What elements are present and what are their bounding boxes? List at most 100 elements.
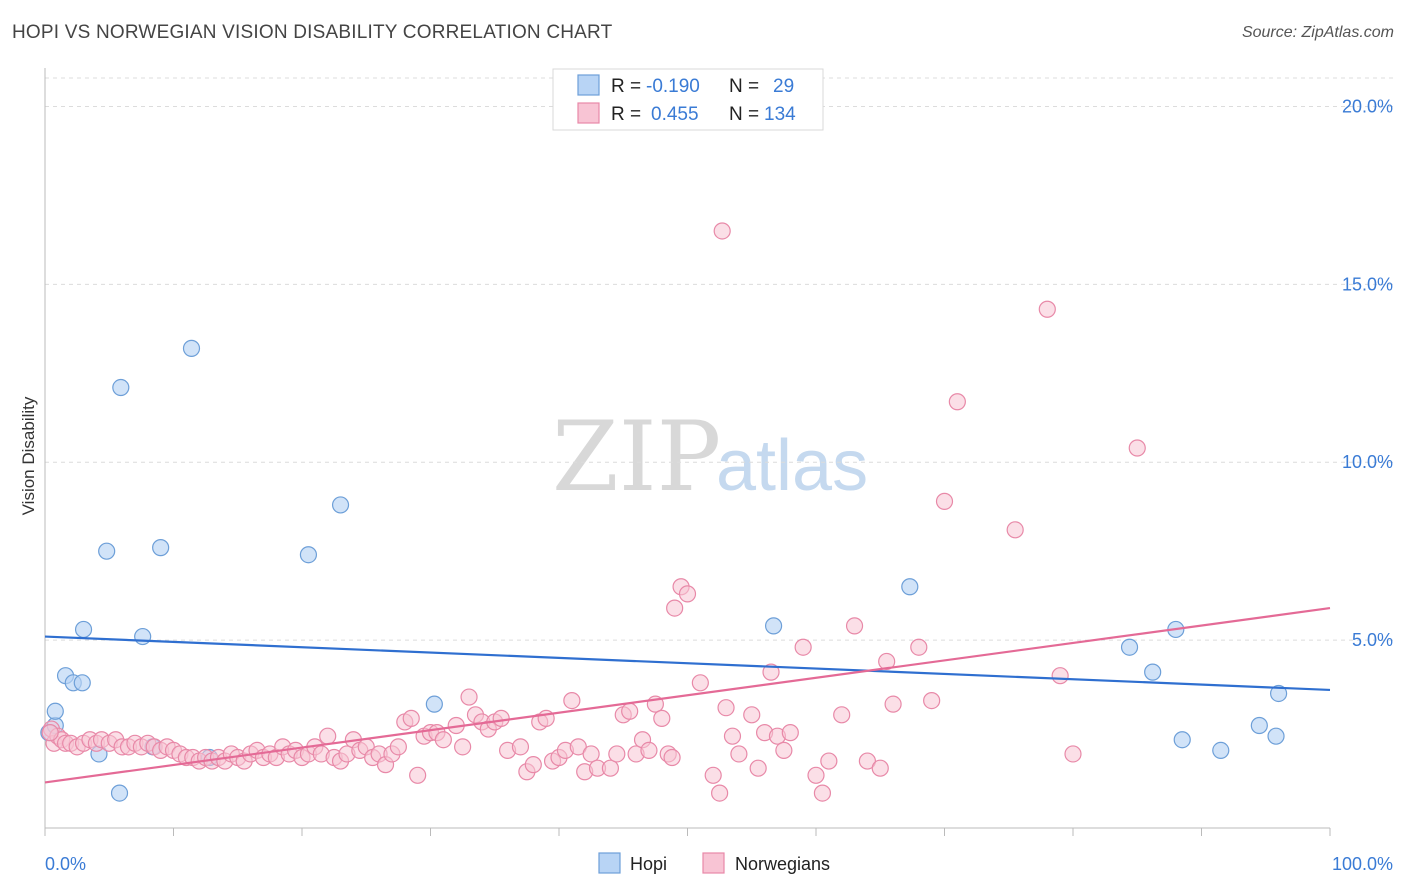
legend-r-label-hopi: R = [611,76,641,97]
norwegians-point [621,702,639,720]
norwegians-point [813,784,832,802]
norwegians-point [1038,300,1056,318]
norwegians-point [454,738,472,756]
hopi-point [299,546,318,564]
hopi-point [152,539,170,557]
norwegians-point [910,638,928,656]
norwegians-point [640,741,658,760]
norwegians-point [319,727,337,745]
hopi-point [901,578,919,596]
hopi-point [112,378,130,397]
norwegians-point [794,638,812,656]
norwegians-point [1006,521,1024,539]
norwegians-point [402,709,420,727]
norwegians-point [678,585,697,603]
series-legend: Hopi Norwegians [598,852,830,874]
norwegians-point [1051,667,1069,685]
norwegians-point [717,699,735,717]
norwegians-point [743,706,761,724]
hopi-point [1269,684,1288,703]
axes [44,68,1331,836]
norwegians-point [713,222,731,240]
watermark-atlas: atlas [716,426,868,506]
hopi-point [425,695,443,713]
norwegians-point [935,492,954,510]
norwegians-point [762,663,780,681]
legend-n-value-norwegians: 134 [764,104,796,125]
norwegians-point [711,784,729,802]
legend-r-value-norwegians: 0.455 [651,104,699,125]
x-tick-label: 0.0% [45,854,86,874]
norwegians-point [524,756,542,774]
hopi-point [74,620,93,639]
hopi-point [331,496,350,514]
stats-legend: R = -0.190 N = 29 R = 0.455 N = 134 [552,68,824,131]
hopi-point [1267,727,1285,745]
legend-n-label-norwegians: N = [729,104,759,125]
chart-title: HOPI VS NORWEGIAN VISION DISABILITY CORR… [12,22,613,43]
norwegians-point [1128,439,1146,457]
norwegians-point [923,691,941,710]
y-tick-label: 15.0% [1342,274,1393,294]
norwegians-point [663,748,681,767]
norwegians-point [704,766,722,784]
hopi-trend-line [44,635,1331,692]
hopi-point [1144,663,1162,681]
hopi-point [134,627,152,646]
norwegians-point [409,766,427,784]
norwegians-point [492,709,510,727]
y-tick-label: 20.0% [1342,96,1393,116]
hopi-point [1250,716,1268,735]
norwegians-series [41,222,1146,802]
norwegians-point [653,709,671,727]
norwegians-point [878,652,896,671]
norwegians-point [41,724,59,742]
norwegians-point [749,759,767,777]
hopi-point [1173,731,1191,749]
norwegians-point [775,741,793,760]
y-tick-label: 5.0% [1352,630,1393,650]
norwegians-point [781,724,799,742]
norwegians-point [723,727,742,745]
norwegians-point [871,759,889,777]
trend-lines [44,607,1331,784]
legend-n-value-hopi: 29 [773,76,794,97]
hopi-point [98,542,116,560]
y-axis-label: Vision Disability [19,396,38,515]
norwegians-point [460,688,478,706]
hopi-point [73,674,91,692]
bottom-legend-label-norwegians: Norwegians [735,854,830,874]
norwegians-point [820,752,838,770]
norwegians-point [691,674,709,692]
norwegians-point [730,745,748,763]
legend-swatch-hopi [577,74,600,96]
bottom-legend-swatch-norwegians [702,852,725,874]
hopi-point [764,617,783,635]
norwegians-point [601,759,620,777]
norwegians-point [858,752,877,770]
norwegians-point [563,691,581,710]
norwegians-point [884,695,902,713]
legend-r-value-hopi: -0.190 [646,76,700,97]
x-tick-label: 100.0% [1332,854,1393,874]
norwegians-point [608,745,626,763]
hopi-point [1212,741,1230,760]
watermark-zip: ZIP [552,401,721,513]
grid-lines [45,77,1395,641]
norwegians-point [833,706,851,724]
norwegians-point [845,617,864,635]
norwegians-point [807,766,825,784]
norwegians-trend-line [44,607,1331,784]
bottom-legend-swatch-hopi [598,852,621,874]
hopi-point [110,784,129,802]
norwegians-point [582,745,600,763]
norwegians-point [948,393,966,411]
norwegians-point [666,599,684,617]
legend-swatch-norwegians [577,102,600,124]
norwegians-point [511,738,530,756]
y-tick-label: 10.0% [1342,452,1393,472]
tick-labels: 5.0% 10.0% 15.0% 20.0% 0.0% 100.0% [45,96,1393,874]
hopi-point [46,702,64,720]
legend-r-label-norwegians: R = [611,104,641,125]
